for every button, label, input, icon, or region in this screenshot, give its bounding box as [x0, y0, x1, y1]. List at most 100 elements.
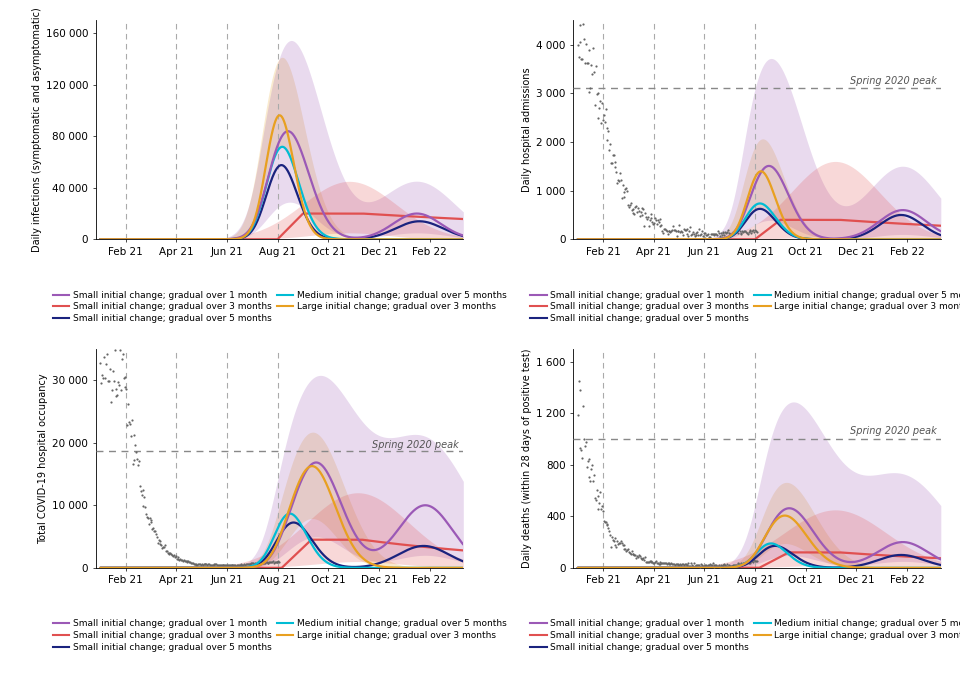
Point	[719, 226, 734, 237]
Point	[740, 556, 756, 567]
Point	[224, 560, 239, 571]
Point	[683, 222, 698, 233]
Point	[612, 176, 627, 187]
Y-axis label: Total COVID-19 hospital occupancy: Total COVID-19 hospital occupancy	[38, 373, 48, 544]
Point	[211, 559, 227, 570]
Point	[201, 559, 216, 570]
Point	[608, 162, 623, 172]
Point	[238, 558, 253, 569]
Point	[699, 230, 714, 241]
Point	[701, 560, 716, 571]
Point	[684, 560, 700, 571]
Point	[702, 560, 717, 571]
Point	[715, 227, 731, 238]
Point	[247, 558, 262, 569]
Point	[209, 559, 225, 570]
Point	[732, 559, 747, 570]
Point	[97, 372, 112, 383]
Point	[191, 559, 206, 570]
Point	[746, 226, 761, 237]
Point	[615, 180, 631, 191]
Point	[660, 225, 675, 236]
Point	[265, 556, 280, 566]
Point	[658, 557, 673, 568]
Point	[242, 558, 257, 569]
Point	[600, 519, 615, 530]
Point	[727, 560, 742, 571]
Text: Spring 2020 peak: Spring 2020 peak	[850, 76, 937, 85]
Point	[715, 560, 731, 571]
Point	[662, 227, 678, 238]
Point	[157, 540, 173, 551]
Point	[747, 556, 762, 566]
Point	[660, 557, 675, 568]
Point	[113, 385, 129, 395]
Point	[684, 228, 700, 239]
Point	[575, 400, 590, 411]
Point	[703, 559, 718, 570]
Point	[726, 560, 741, 571]
Point	[744, 556, 759, 566]
Point	[148, 529, 163, 539]
Point	[671, 559, 686, 570]
Point	[692, 230, 708, 241]
Point	[734, 226, 750, 237]
Point	[604, 158, 619, 168]
Point	[126, 429, 141, 440]
Point	[208, 559, 224, 570]
Point	[617, 544, 633, 554]
Point	[697, 560, 712, 571]
Point	[707, 561, 722, 572]
Point	[699, 559, 714, 570]
Point	[741, 558, 756, 569]
Point	[689, 559, 705, 570]
Point	[253, 558, 269, 569]
Point	[732, 226, 747, 237]
Point	[221, 560, 236, 571]
Point	[703, 560, 718, 571]
Point	[583, 476, 598, 487]
Point	[116, 373, 132, 384]
Point	[206, 559, 222, 570]
Point	[673, 559, 688, 570]
Y-axis label: Daily hospital admissions: Daily hospital admissions	[522, 68, 532, 192]
Point	[584, 464, 599, 475]
Point	[160, 548, 176, 558]
Point	[686, 228, 702, 239]
Point	[591, 498, 607, 509]
Point	[591, 103, 607, 114]
Point	[212, 560, 228, 571]
Point	[108, 391, 124, 402]
Point	[198, 559, 213, 570]
Point	[657, 557, 672, 568]
Point	[718, 560, 733, 571]
Point	[691, 560, 707, 571]
Point	[706, 228, 721, 239]
Point	[596, 110, 612, 120]
Point	[717, 558, 732, 569]
Point	[190, 559, 205, 570]
Point	[676, 224, 691, 235]
Point	[705, 557, 720, 568]
Point	[178, 556, 193, 566]
Point	[578, 39, 593, 49]
Point	[179, 556, 194, 566]
Point	[232, 560, 248, 571]
Point	[638, 211, 654, 222]
Point	[637, 208, 653, 218]
Point	[106, 375, 121, 386]
Point	[258, 557, 274, 568]
Point	[746, 556, 761, 567]
Legend: Small initial change; gradual over 1 month, Small initial change; gradual over 3: Small initial change; gradual over 1 mon…	[49, 287, 510, 327]
Point	[663, 226, 679, 237]
Point	[711, 228, 727, 239]
Point	[171, 554, 186, 564]
Point	[99, 336, 114, 347]
Point	[687, 560, 703, 571]
Point	[642, 556, 658, 566]
Point	[654, 220, 669, 231]
Point	[142, 513, 157, 524]
Point	[633, 552, 648, 563]
Point	[620, 544, 636, 555]
Point	[653, 558, 668, 569]
